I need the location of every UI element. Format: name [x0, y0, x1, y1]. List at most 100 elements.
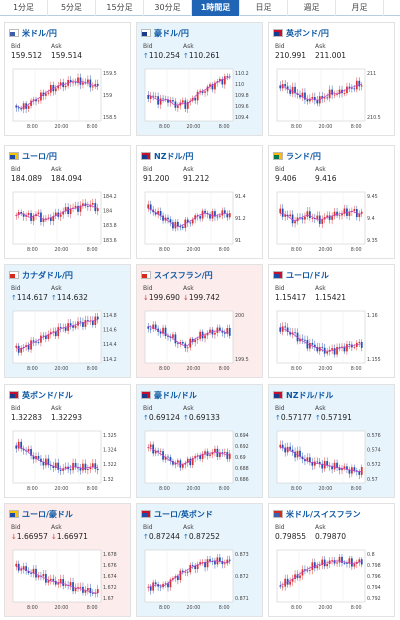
moving-average-line	[280, 327, 362, 352]
mini-chart[interactable]: 9.45 9.4 9.35 8:00 20:00 8:00	[273, 188, 392, 256]
currency-card[interactable]: 豪ドル/ドル Bid Ask ↑0.69124 ↑0.69133 0.694 0.692 0.…	[136, 384, 263, 498]
mini-chart[interactable]: 0.576 0.574 0.572 0.57 8:00 20:00 8:00	[273, 427, 392, 495]
candle-body	[294, 86, 296, 94]
currency-card[interactable]: 英ポンド/ドル Bid Ask 1.32283 1.32293 1.325 1.324 1.3…	[4, 384, 131, 498]
tab-2[interactable]: 15分足	[96, 0, 144, 16]
ask-price: 159.514	[51, 51, 83, 60]
card-header: 米ドル/スイスフラン	[273, 508, 361, 520]
candle-body	[343, 466, 346, 469]
mini-chart[interactable]: 200 199.5 8:00 20:00 8:00	[141, 307, 260, 375]
flag-icon	[9, 29, 19, 37]
y-tick-label: 211	[367, 71, 376, 77]
mini-chart[interactable]: 110.2 110 109.8 109.6 109.4 8:00 20:00 8:00	[141, 65, 260, 133]
pair-name-link[interactable]: 米ドル/スイスフラン	[286, 509, 361, 519]
pair-name-link[interactable]: NZドル/ドル	[286, 390, 334, 400]
candle-body	[94, 463, 97, 469]
candle-body	[281, 326, 284, 332]
candle-body	[346, 344, 348, 352]
mini-chart[interactable]: 0.694 0.692 0.69 0.688 0.686 8:00 20:00 8:00	[141, 427, 260, 495]
pair-name-link[interactable]: 米ドル/円	[22, 28, 57, 38]
candle-body	[82, 322, 84, 327]
price-values: 210.991 211.001	[275, 51, 346, 60]
tab-4[interactable]: 1時間足	[192, 0, 240, 16]
pair-name-link[interactable]: スイスフラン/円	[154, 270, 213, 280]
candle-body	[32, 215, 35, 221]
mini-chart[interactable]: 1.678 1.676 1.674 1.672 1.67 8:00 20:00 8:00	[9, 546, 128, 614]
mini-chart[interactable]: 159.5 159 158.5 8:00 20:00 8:00	[9, 65, 128, 133]
currency-card[interactable]: カナダドル/円 Bid Ask ↑114.617 ↑114.632 114.8 114.6 1…	[4, 264, 131, 378]
price-labels: Bid Ask	[275, 166, 326, 173]
x-tick-label: 8:00	[351, 366, 362, 372]
tab-5[interactable]: 日足	[240, 0, 288, 16]
candle-body	[79, 586, 82, 588]
bid-price: 114.617	[16, 293, 48, 302]
tab-7[interactable]: 月足	[336, 0, 384, 16]
pair-name-link[interactable]: 豪ドル/ドル	[154, 390, 197, 400]
candle-body	[333, 462, 336, 470]
currency-card[interactable]: ユーロ/円 Bid Ask 184.089 184.094 184.2 184 183.8 18…	[4, 145, 131, 259]
pair-name-link[interactable]: ユーロ/豪ドル	[22, 509, 73, 519]
mini-chart[interactable]: 91.4 91.2 91 8:00 20:00 8:00	[141, 188, 260, 256]
mini-chart[interactable]: 1.325 1.324 1.322 1.32 8:00 20:00 8:00	[9, 427, 128, 495]
candle-body	[15, 563, 18, 567]
currency-card[interactable]: ユーロ/英ポンド Bid Ask ↑0.87244 ↑0.87252 0.873 0.872…	[136, 503, 263, 617]
currency-card[interactable]: 豪ドル/円 Bid Ask ↑110.254 ↑110.261 110.2 110 109.8…	[136, 22, 263, 136]
currency-card[interactable]: NZドル/ドル Bid Ask ↑0.57177 ↑0.57191 0.576 0.574 0…	[268, 384, 395, 498]
x-tick-label: 20:00	[54, 605, 68, 611]
candle-body	[336, 346, 338, 355]
tab-0[interactable]: 1分足	[0, 0, 48, 16]
candle-body	[45, 93, 47, 96]
pair-name-link[interactable]: ユーロ/円	[22, 151, 57, 161]
pair-name-link[interactable]: カナダドル/円	[22, 270, 73, 280]
currency-card[interactable]: 米ドル/円 Bid Ask 159.512 159.514 159.5 159 158.5 8:…	[4, 22, 131, 136]
tab-6[interactable]: 週足	[288, 0, 336, 16]
candle-body	[32, 99, 35, 101]
candle-body	[299, 217, 301, 219]
mini-chart[interactable]: 0.873 0.872 0.871 8:00 20:00 8:00	[141, 546, 260, 614]
ask-value: ↑0.57191	[315, 413, 352, 422]
mini-chart[interactable]: 211 210.5 8:00 20:00 8:00	[273, 65, 392, 133]
pair-name-link[interactable]: 英ポンド/ドル	[22, 390, 73, 400]
pair-name-link[interactable]: ユーロ/英ポンド	[154, 509, 213, 519]
price-values: 184.089 184.094	[11, 174, 82, 183]
candle-body	[223, 210, 226, 214]
ask-price: 114.632	[56, 293, 88, 302]
mini-chart[interactable]: 0.8 0.798 0.796 0.794 0.792 8:00 20:00 8:00	[273, 546, 392, 614]
currency-card[interactable]: 英ポンド/円 Bid Ask 210.991 211.001 211 210.5 8:00 20…	[268, 22, 395, 136]
candle-body	[181, 226, 184, 228]
price-labels: Bid Ask	[143, 166, 194, 173]
currency-card[interactable]: スイスフラン/円 Bid Ask ↓199.690 ↓199.742 200 199.5 8:…	[136, 264, 263, 378]
candle-body	[204, 451, 206, 454]
y-tick-label: 114.2	[103, 357, 117, 363]
x-tick-label: 8:00	[291, 247, 302, 253]
candle-body	[52, 578, 55, 581]
currency-card[interactable]: NZドル/円 Bid Ask 91.200 91.212 91.4 91.2 91 8:00 20…	[136, 145, 263, 259]
candle-body	[204, 210, 206, 213]
pair-name-link[interactable]: 豪ドル/円	[154, 28, 189, 38]
mini-chart[interactable]: 1.16 1.155 8:00 20:00 8:00	[273, 307, 392, 375]
candle-body	[201, 210, 204, 219]
currency-card[interactable]: ランド/円 Bid Ask 9.406 9.416 9.45 9.4 9.35 8:00 20:0…	[268, 145, 395, 259]
candle-body	[27, 213, 30, 216]
pair-name-link[interactable]: ランド/円	[286, 151, 321, 161]
tab-3[interactable]: 30分足	[144, 0, 192, 16]
bid-price: 210.991	[275, 51, 307, 60]
y-tick-label: 109.4	[235, 115, 249, 121]
pair-name-link[interactable]: ユーロ/ドル	[286, 270, 329, 280]
currency-card[interactable]: ユーロ/ドル Bid Ask 1.15417 1.15421 1.16 1.155 8:00 2…	[268, 264, 395, 378]
mini-chart[interactable]: 184.2 184 183.8 183.6 8:00 20:00 8:00	[9, 188, 128, 256]
pair-name-link[interactable]: 英ポンド/円	[286, 28, 329, 38]
card-header: ユーロ/円	[9, 150, 57, 162]
bid-label: Bid	[11, 43, 21, 50]
price-labels: Bid Ask	[11, 285, 62, 292]
mini-chart[interactable]: 114.8 114.6 114.4 114.2 8:00 20:00 8:00	[9, 307, 128, 375]
candle-body	[154, 582, 157, 585]
candle-body	[186, 458, 189, 463]
pair-name-link[interactable]: NZドル/円	[154, 151, 194, 161]
candle-body	[309, 211, 311, 218]
timeframe-tabs: 1分足 5分足 15分足 30分足 1時間足 日足 週足 月足	[0, 0, 400, 16]
currency-card[interactable]: ユーロ/豪ドル Bid Ask ↓1.66957 ↓1.66971 1.678 1.676 1…	[4, 503, 131, 617]
candle-body	[326, 97, 329, 99]
tab-1[interactable]: 5分足	[48, 0, 96, 16]
currency-card[interactable]: 米ドル/スイスフラン Bid Ask 0.79855 0.79870 0.8 0.798 0.…	[268, 503, 395, 617]
